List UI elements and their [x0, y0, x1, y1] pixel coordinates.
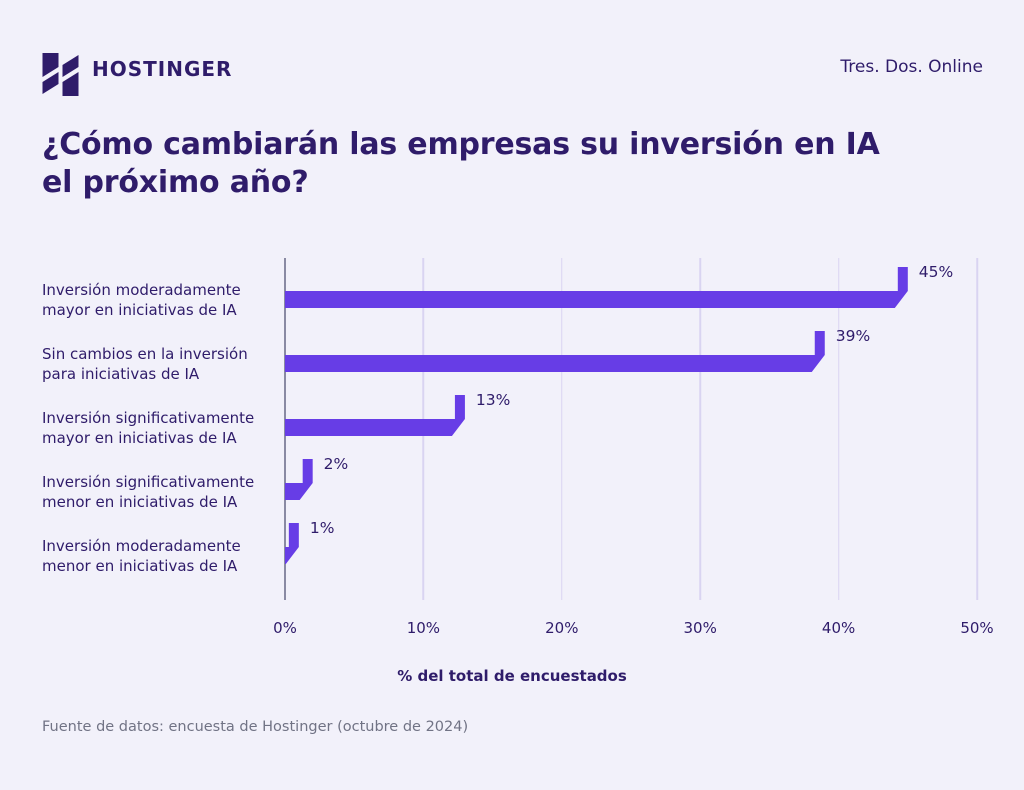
hostinger-logo-icon — [42, 53, 79, 96]
bar — [285, 331, 825, 372]
bar-chart: Inversión moderadamente mayor en iniciat… — [0, 258, 1024, 600]
bar — [285, 523, 299, 564]
brand-wordmark: HOSTINGER — [92, 57, 233, 81]
gridline — [699, 258, 701, 600]
x-axis-label: % del total de encuestados — [397, 667, 627, 685]
x-tick: 20% — [545, 619, 579, 637]
chart-title: ¿Cómo cambiarán las empresas su inversió… — [42, 127, 880, 200]
category-label: Sin cambios en la inversión para iniciat… — [42, 345, 248, 383]
bar-value-label: 45% — [918, 263, 954, 281]
header-tagline: Tres. Dos. Online — [840, 57, 983, 77]
category-label: Inversión moderadamente mayor en iniciat… — [42, 281, 241, 319]
bar — [285, 395, 465, 436]
category-label: Inversión moderadamente menor en iniciat… — [42, 537, 241, 575]
category-label: Inversión significativamente menor en in… — [42, 473, 255, 511]
gridline — [837, 258, 840, 600]
bar — [285, 459, 313, 500]
x-tick: 30% — [683, 619, 717, 637]
bar-value-label: 39% — [835, 327, 871, 345]
x-tick: 0% — [273, 619, 297, 637]
bar — [285, 267, 908, 308]
x-tick: 50% — [960, 619, 994, 637]
x-tick: 10% — [406, 619, 441, 637]
gridline — [561, 258, 563, 600]
data-source-note: Fuente de datos: encuesta de Hostinger (… — [42, 719, 469, 735]
bar-value-label: 2% — [323, 455, 349, 473]
category-label: Inversión significativamente mayor en in… — [42, 409, 255, 447]
x-tick: 40% — [821, 619, 856, 637]
gridline — [976, 258, 978, 600]
bar-value-label: 13% — [475, 391, 511, 409]
bar-value-label: 1% — [309, 519, 335, 537]
